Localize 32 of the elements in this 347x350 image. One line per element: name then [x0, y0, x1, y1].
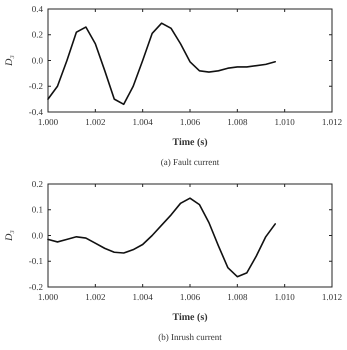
x-tick-label: 1.012	[322, 292, 342, 302]
x-tick-label: 1.000	[38, 117, 59, 127]
y-tick-label: 0.2	[32, 30, 43, 40]
y-axis-title: D₃	[4, 230, 15, 242]
x-tick-label: 1.010	[274, 117, 296, 127]
y-tick-label: 0.0	[32, 230, 44, 240]
x-tick-label: 1.000	[38, 292, 59, 302]
x-tick-label: 1.012	[322, 117, 342, 127]
y-tick-label: -0.4	[28, 106, 44, 117]
y-tick-label: -0.2	[28, 81, 43, 92]
text: (a) Fault current	[160, 157, 220, 167]
x-tick-label: 1.006	[180, 292, 201, 302]
y-tick-label: 0.4	[32, 4, 44, 14]
x-tick-label: 1.002	[85, 292, 106, 302]
text: (b) Inrush current	[158, 332, 222, 342]
x-tick-label: 1.004	[132, 117, 154, 127]
x-tick-label: 1.004	[132, 292, 154, 302]
y-tick-label: 0.1	[32, 204, 43, 215]
y-tick-label: -0.2	[28, 282, 43, 292]
x-axis-title: Time (s)	[172, 312, 208, 323]
y-tick-label: 0.0	[32, 55, 44, 66]
y-tick-label: 0.2	[32, 178, 43, 189]
x-tick-label: 1.008	[227, 292, 248, 302]
y-tick-label: -0.1	[28, 256, 43, 266]
x-tick-label: 1.008	[227, 117, 248, 127]
x-tick-label: 1.010	[274, 292, 296, 302]
x-tick-label: 1.006	[180, 117, 201, 127]
x-axis-title: Time (s)	[172, 137, 208, 148]
y-axis-title: D₃	[4, 54, 15, 67]
line-series	[47, 22, 276, 106]
x-tick-label: 1.002	[85, 117, 106, 127]
line-series	[47, 197, 276, 278]
